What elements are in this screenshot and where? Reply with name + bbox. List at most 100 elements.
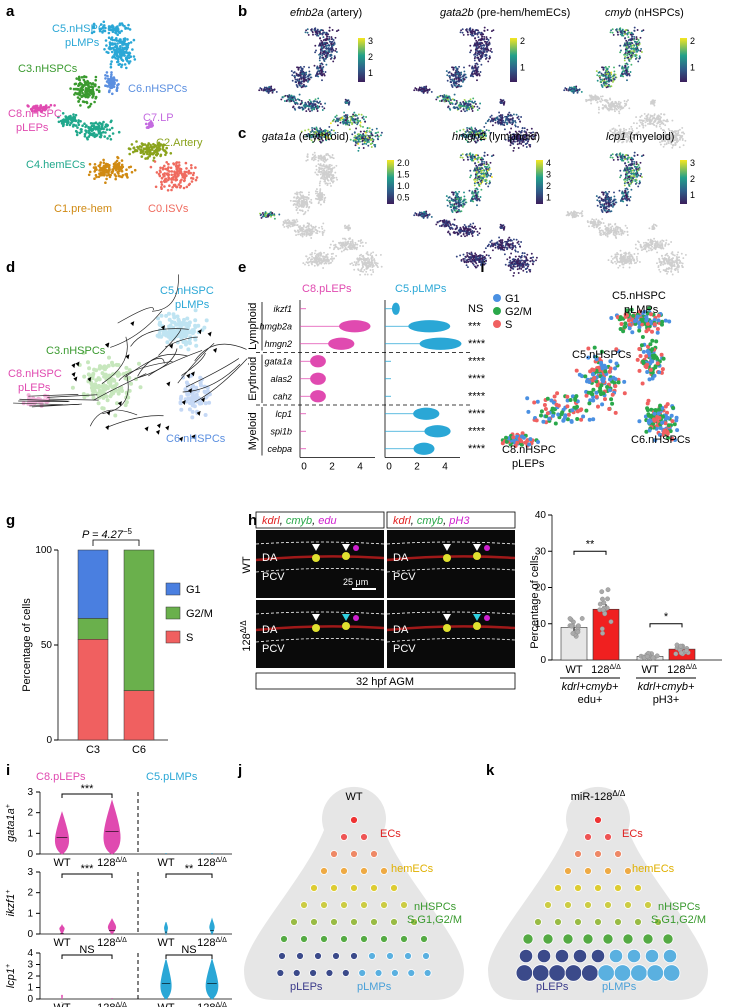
cell-dot (148, 148, 151, 151)
cell-dot (107, 31, 111, 35)
cell-dot (300, 67, 303, 70)
cell-dot (105, 169, 108, 172)
cell-dot (320, 170, 323, 173)
cell-dot (473, 59, 476, 62)
cell-dot (358, 147, 361, 149)
cell-dot (624, 37, 627, 40)
cell-dot (121, 59, 125, 62)
cell-dot (653, 114, 656, 117)
cell-dot (128, 28, 132, 31)
cell-dot (321, 42, 324, 45)
cell-dot (309, 110, 311, 113)
cell-dot (103, 170, 106, 174)
cell-dot (473, 69, 476, 72)
cell-dot (627, 56, 630, 59)
cell-dot (517, 118, 520, 121)
cell-dot (125, 57, 129, 60)
cell-dot (361, 241, 364, 244)
cell-dot (321, 105, 324, 108)
cell-dot (330, 178, 333, 181)
cell-dot (523, 127, 526, 130)
cell-dot (75, 133, 79, 137)
cell-dot (49, 103, 53, 107)
cell-dot (363, 142, 366, 145)
cell-dot (112, 76, 116, 79)
cell-dot (636, 44, 639, 47)
cell-dot (328, 246, 331, 249)
cell-dot (166, 167, 170, 170)
cell-dot (91, 92, 94, 96)
cell-dot (194, 166, 197, 169)
cell-dot (659, 143, 662, 146)
cell-dot (93, 177, 96, 180)
cell-dot (322, 156, 325, 159)
cell-dot (376, 134, 379, 137)
cell-dot (107, 168, 111, 172)
cell-dot (170, 173, 173, 177)
cell-dot (588, 94, 591, 97)
cell-dot (335, 114, 338, 117)
cell-dot (324, 157, 326, 160)
cell-dot (512, 149, 515, 152)
cell-dot (642, 126, 645, 129)
cell-dot (365, 134, 368, 137)
cell-dot (102, 120, 105, 124)
cell-dot (317, 75, 320, 78)
cell-dot (370, 146, 373, 148)
cell-dot (626, 54, 629, 57)
cell-dot (622, 67, 625, 70)
cell-dot (448, 71, 451, 74)
cell-dot (330, 184, 332, 187)
cell-dot (81, 100, 85, 103)
cell-dot (289, 96, 292, 99)
cell-dot (664, 124, 667, 127)
cell-dot (132, 146, 135, 150)
cell-dot (474, 103, 477, 105)
cell-dot (479, 57, 482, 60)
cell-dot (171, 186, 174, 189)
cell-dot (503, 100, 506, 103)
cell-dot (642, 29, 645, 32)
label-c4-hemecs: C4.hemECs (26, 159, 86, 171)
cell-dot (639, 116, 642, 118)
cell-dot (460, 29, 463, 32)
cell-dot (474, 65, 477, 67)
cell-dot (164, 153, 167, 157)
cell-dot (74, 91, 77, 95)
cell-dot (638, 125, 641, 127)
cell-dot (190, 164, 193, 167)
cell-dot (354, 140, 357, 143)
cell-dot (614, 104, 617, 107)
cell-dot (302, 230, 305, 233)
cell-dot (261, 212, 264, 214)
cell-dot (485, 42, 488, 45)
cell-dot (351, 117, 354, 120)
cell-dot (309, 234, 312, 237)
cell-dot (304, 78, 307, 81)
cell-dot (357, 142, 360, 145)
cell-dot (474, 55, 477, 58)
cell-dot (118, 47, 122, 50)
cell-dot (107, 36, 111, 39)
cell-dot (271, 89, 274, 92)
cell-dot (656, 115, 659, 118)
cell-dot (304, 101, 307, 104)
cell-dot (649, 121, 652, 124)
cell-dot (485, 38, 488, 41)
cell-dot (87, 93, 91, 96)
cell-dot (624, 62, 627, 65)
cell-dot (344, 116, 347, 119)
cell-dot (308, 223, 311, 226)
cell-dot (601, 86, 604, 88)
cell-dot (117, 55, 120, 59)
cell-dot (39, 104, 43, 107)
cell-dot (459, 101, 462, 104)
cell-dot (368, 127, 371, 130)
panel-label-h: h (248, 512, 257, 529)
cell-dot (266, 89, 269, 92)
cell-dot (343, 118, 346, 121)
cell-dot (79, 104, 82, 107)
cell-dot (118, 52, 122, 55)
cell-dot (111, 83, 115, 87)
cell-dot (449, 97, 452, 100)
